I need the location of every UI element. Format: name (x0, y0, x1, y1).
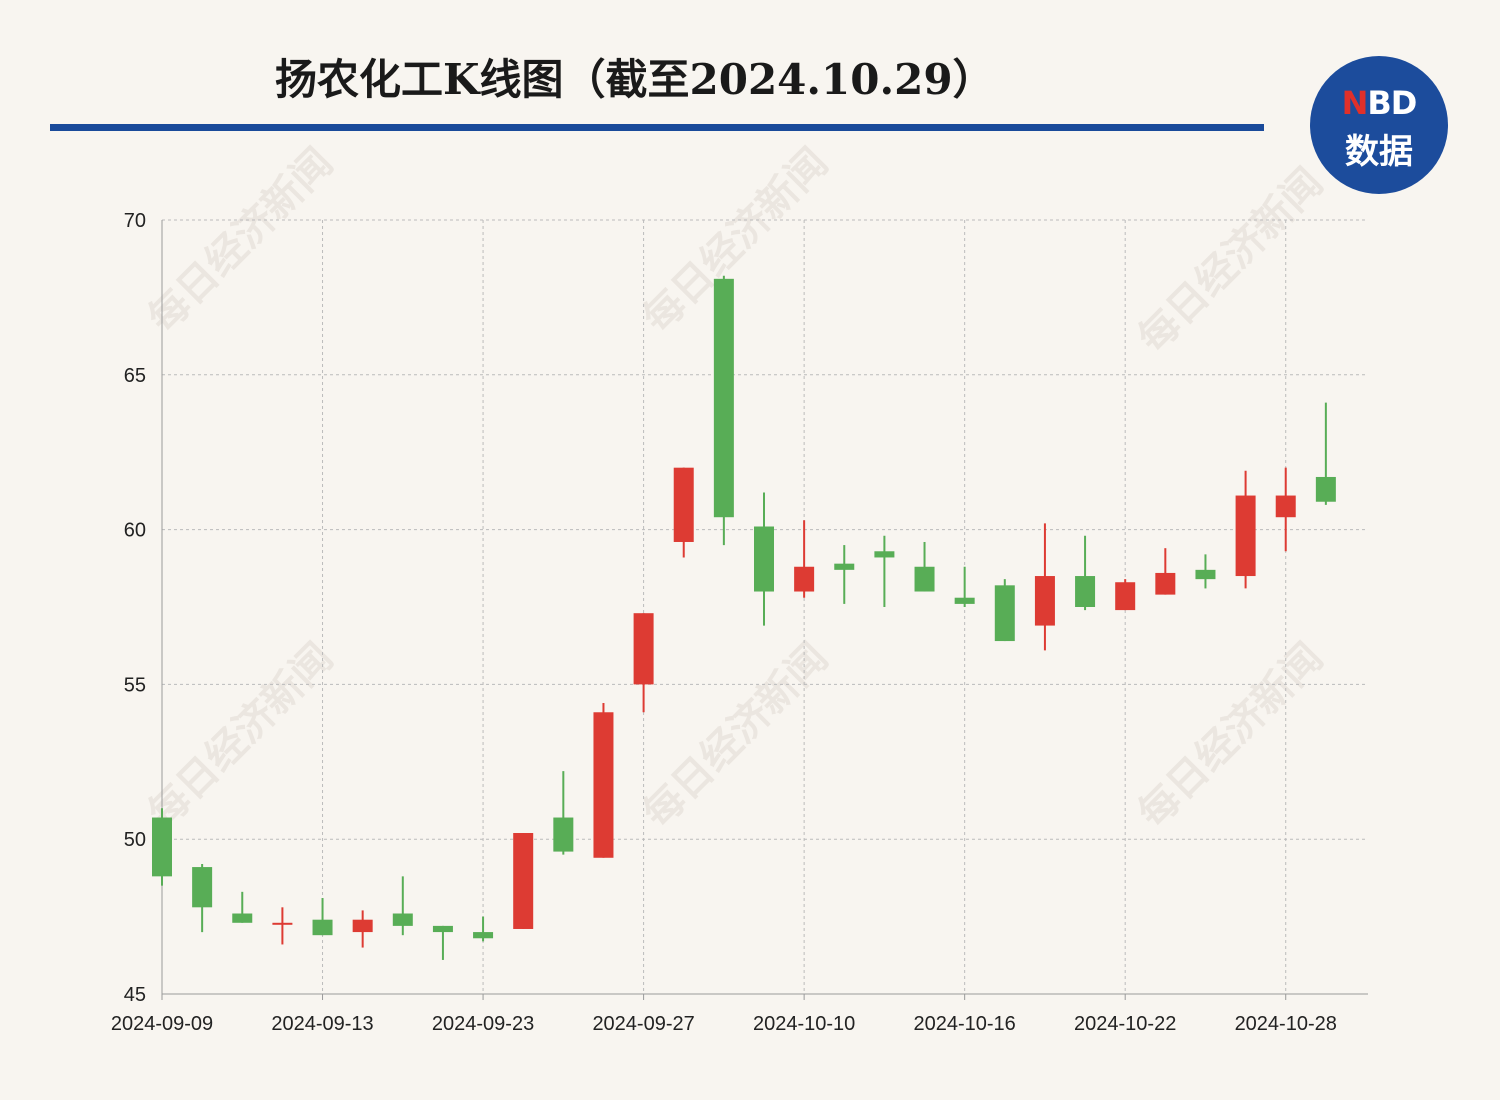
candle-down (432, 925, 453, 960)
candle-body (1034, 576, 1055, 626)
candle-body (1075, 576, 1096, 607)
candle-down (1195, 554, 1216, 589)
watermark-text: 每日经济新闻 (140, 140, 342, 342)
grid (162, 219, 1368, 994)
logo-n: N (1341, 84, 1369, 122)
candle-down (192, 863, 213, 933)
candle-up (673, 467, 694, 558)
candle-body (753, 526, 774, 592)
candle-up (1155, 548, 1176, 595)
candle-up (1275, 467, 1296, 552)
y-tick-label: 65 (124, 365, 146, 387)
candle-up (352, 910, 373, 948)
candle-down (753, 492, 774, 626)
x-tick-label: 2024-09-09 (111, 1013, 213, 1035)
candle-up (513, 833, 534, 929)
y-tick-label: 45 (124, 984, 146, 1006)
candle-body (994, 585, 1015, 642)
candle-body (192, 867, 213, 908)
watermark-text: 每日经济新闻 (635, 140, 837, 342)
watermark-text: 每日经济新闻 (1130, 160, 1332, 362)
candle-up (1235, 470, 1256, 589)
candle-body (513, 833, 534, 929)
candle-body (232, 913, 253, 923)
candle-body (1195, 569, 1216, 580)
candle-body (834, 563, 855, 570)
candle-down (312, 898, 333, 936)
candle-down (834, 545, 855, 604)
watermark-text: 每日经济新闻 (635, 635, 837, 837)
logo-bd: BD (1367, 84, 1417, 122)
candle-down (553, 771, 574, 855)
x-tick-label: 2024-10-10 (753, 1013, 855, 1035)
candle-down (392, 876, 413, 936)
candle-down (152, 808, 172, 886)
candle-down (713, 275, 734, 546)
watermark-text: 每日经济新闻 (1130, 635, 1332, 837)
candle-body (1315, 476, 1336, 502)
candle-body (914, 566, 935, 592)
candle-body (1115, 582, 1136, 611)
candle-body (1235, 495, 1256, 577)
candle-body (553, 817, 574, 852)
candle-down (473, 916, 494, 942)
x-tick-label: 2024-10-22 (1074, 1013, 1176, 1035)
candle-body (713, 278, 734, 518)
candle-up (794, 520, 815, 598)
y-tick-label: 50 (124, 829, 146, 851)
candle-down (1075, 535, 1096, 611)
candle-body (794, 566, 815, 592)
candle-body (1155, 572, 1176, 595)
x-tick-label: 2024-10-16 (914, 1013, 1016, 1035)
candle-down (1315, 402, 1336, 505)
candle-down (954, 566, 975, 607)
x-tick-label: 2024-09-23 (432, 1013, 534, 1035)
nbd-logo: NBD 数据 (1310, 56, 1448, 194)
candle-body (954, 597, 975, 604)
x-tick-label: 2024-09-27 (592, 1013, 694, 1035)
candle-down (994, 579, 1015, 642)
candle-up (633, 613, 654, 713)
candle-body (473, 932, 494, 939)
y-tick-label: 70 (124, 210, 146, 232)
candle-down (232, 891, 253, 923)
candle-body (633, 613, 654, 685)
logo-line2: 数据 (1345, 132, 1413, 172)
candle-body (152, 817, 172, 877)
axes: 45 50 55 60 65 70 2024-09-09 2024-09-13 2024-09-… (111, 210, 1368, 1035)
candles (152, 275, 1336, 960)
candle-body (352, 919, 373, 933)
chart-title: 扬农化工K线图（截至2024.10.29） (275, 55, 995, 104)
candle-body (272, 922, 293, 925)
watermark-text: 每日经济新闻 (140, 635, 342, 837)
candle-body (593, 712, 614, 858)
candle-down (914, 541, 935, 592)
candle-body (392, 913, 413, 926)
title-rule (50, 124, 1264, 131)
candle-body (432, 925, 453, 933)
y-tick-label: 55 (124, 674, 146, 696)
candle-body (673, 467, 694, 542)
candle-body (312, 919, 333, 936)
candle-down (272, 907, 293, 945)
logo-line1: NBD (1310, 84, 1448, 122)
x-tick-label: 2024-09-13 (271, 1013, 373, 1035)
candle-body (1275, 495, 1296, 518)
x-tick-label: 2024-10-28 (1235, 1013, 1337, 1035)
candle-up (1115, 579, 1136, 611)
candle-down (874, 535, 895, 607)
y-tick-label: 60 (124, 520, 146, 542)
candle-up (593, 702, 614, 858)
candle-body (874, 551, 895, 558)
candle-up (1034, 523, 1055, 651)
